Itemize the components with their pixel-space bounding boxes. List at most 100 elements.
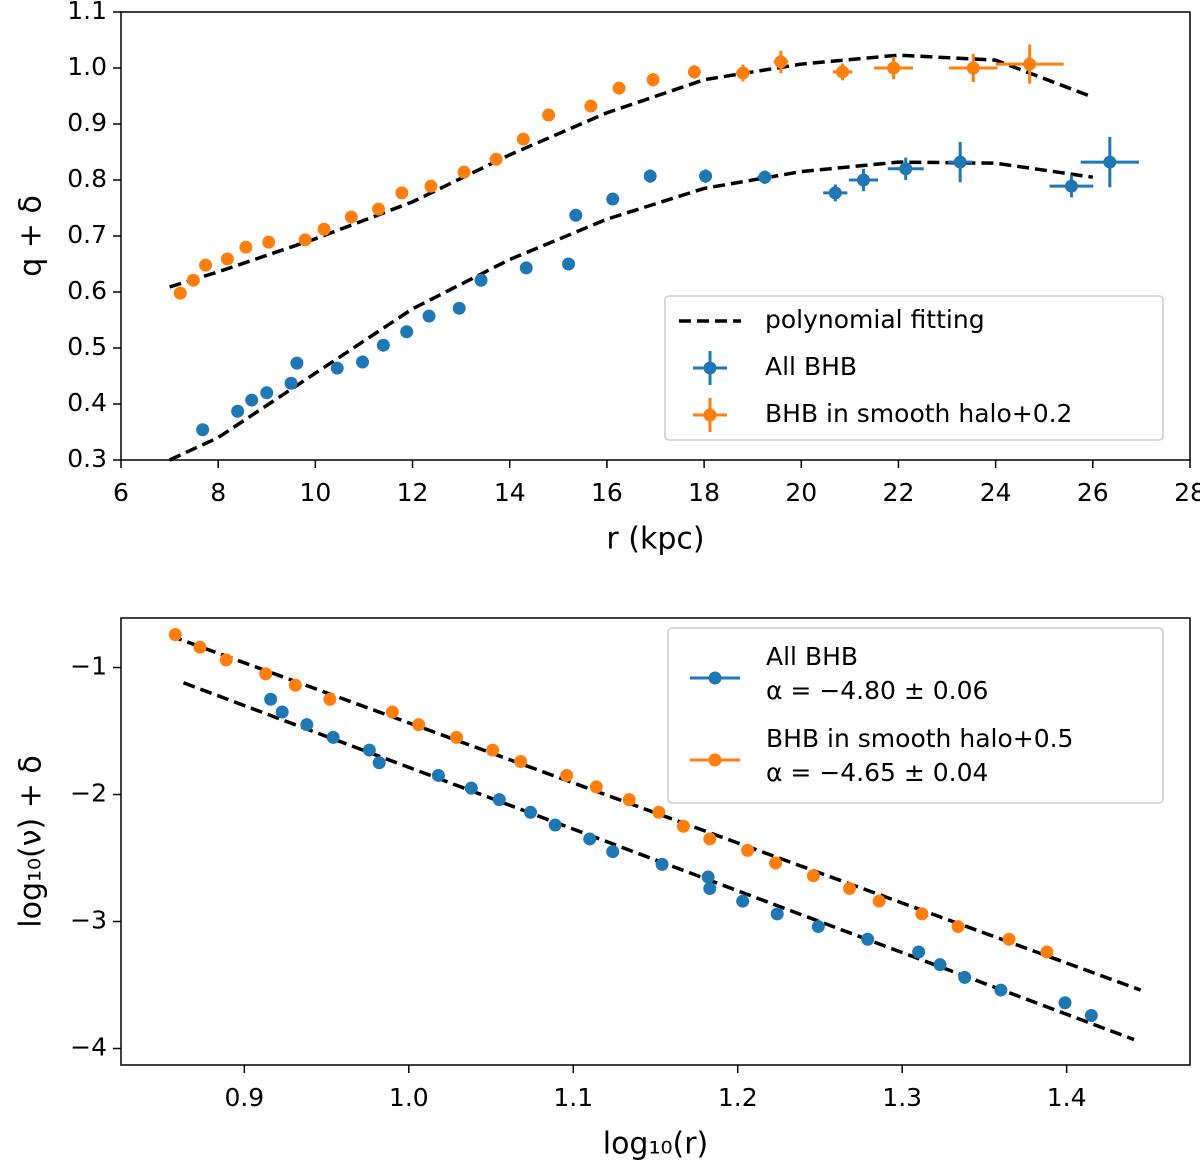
legend-box [667,627,1164,804]
data-point [193,640,207,654]
data-point [245,393,259,407]
x-tick-label: 12 [397,478,429,507]
legend-label: BHB in smooth halo+0.5 [766,724,1073,753]
y-tick-label: −2 [70,779,107,808]
x-tick-label: 22 [883,478,915,507]
data-point [259,667,273,681]
legend-label: polynomial fitting [765,305,985,334]
data-point [262,235,276,249]
data-point [872,894,886,908]
y-tick-label: −4 [70,1032,107,1061]
x-tick-label: 0.9 [224,1083,264,1112]
legend-label: BHB in smooth halo+0.2 [765,399,1072,428]
data-point [395,186,409,200]
x-tick-label: 10 [299,478,331,507]
fit-line [169,53,1094,289]
data-point [457,165,471,179]
y-tick-label: −3 [70,906,107,935]
axes-frame [120,617,1191,1066]
data-point [843,881,857,895]
data-point [994,983,1008,997]
data-point [492,793,506,807]
data-point [562,257,576,271]
data-point [486,743,500,757]
data-point [861,932,875,946]
data-point [806,869,820,883]
data-point [516,132,530,146]
y-axis-label: log₁₀(ν) + δ [14,755,49,928]
data-point [643,169,657,183]
y-tick-label: 1.1 [67,0,107,25]
data-point [355,355,369,369]
data-point [424,179,438,193]
data-point [899,162,913,176]
x-tick-label: 1.0 [389,1083,429,1112]
data-point [474,273,488,287]
data-point [676,819,690,833]
data-point [168,628,182,642]
data-point [326,730,340,744]
data-point [560,768,574,782]
x-tick-label: 1.3 [882,1083,922,1112]
x-tick-label: 8 [210,478,226,507]
x-tick-label: 20 [785,478,817,507]
x-tick-label: 16 [591,478,623,507]
data-point [770,907,784,921]
data-point [548,818,562,832]
data-point [951,920,965,934]
data-point [284,376,298,390]
data-point [186,273,200,287]
data-point [264,692,278,706]
x-tick-label: 6 [113,478,129,507]
legend-swatch [703,408,717,422]
fit-line [168,160,1094,462]
y-axis-label: q + δ [14,195,49,277]
data-point [362,743,376,757]
data-point [589,780,603,794]
data-point [524,805,538,819]
x-tick-label: 1.1 [553,1083,593,1112]
data-point [736,66,750,80]
data-point [966,61,980,75]
data-point [173,286,187,300]
data-point [450,730,464,744]
data-point [376,338,390,352]
data-point [344,210,358,224]
y-tick-label: 0.8 [67,164,107,193]
data-point [260,386,274,400]
data-point [606,845,620,859]
data-point [687,65,701,79]
data-point [703,832,717,846]
y-tick-label: −1 [70,652,107,681]
x-tick-label: 1.4 [1047,1083,1087,1112]
data-point [1058,996,1072,1010]
data-point [958,970,972,984]
data-point [219,653,233,667]
legend-swatch [708,671,722,685]
data-point [856,173,870,187]
data-point [758,170,772,184]
data-point [652,805,666,819]
data-point [330,361,344,375]
data-point [836,65,850,79]
data-point [199,258,213,272]
data-point [290,356,304,370]
data-point [887,61,901,75]
x-tick-label: 1.2 [718,1083,758,1112]
data-point [239,240,253,254]
data-point [519,261,533,275]
data-point [701,870,715,884]
data-point [452,301,466,315]
data-point [699,169,713,183]
data-point [231,404,245,418]
y-tick-label: 1.0 [67,52,107,81]
legend-box [664,295,1164,441]
data-point [275,705,289,719]
y-tick-label: 0.6 [67,276,107,305]
data-point [828,186,842,200]
data-point [412,718,426,732]
data-point [646,73,660,87]
data-point [300,718,314,732]
data-point [912,945,926,959]
